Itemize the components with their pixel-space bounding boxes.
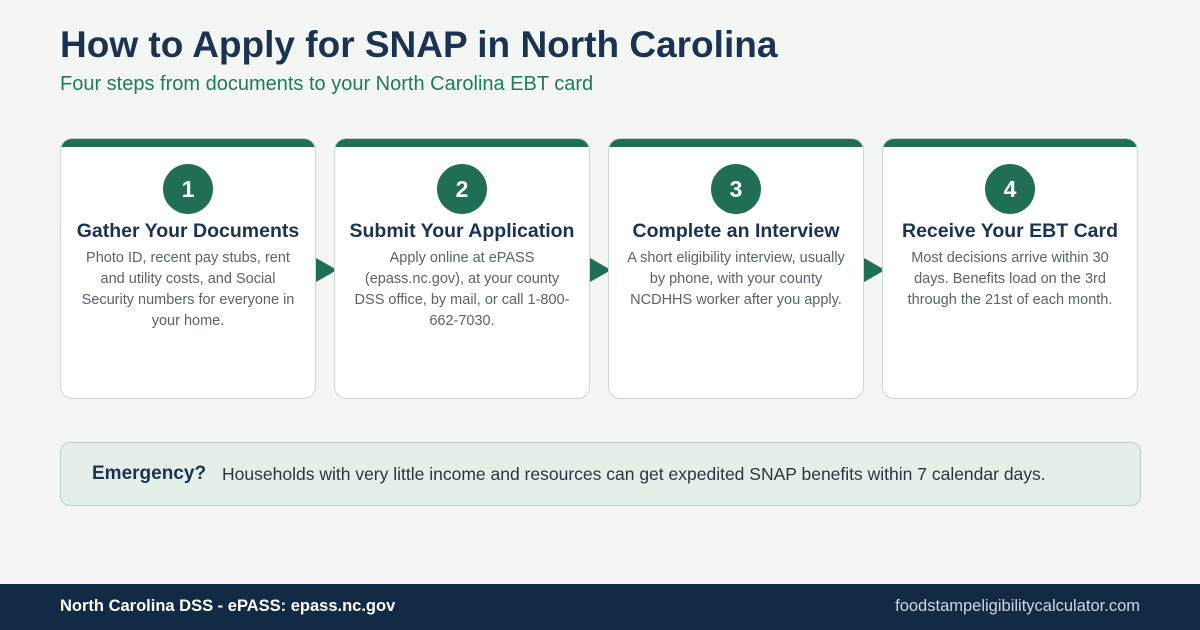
callout-label: Emergency? xyxy=(92,463,207,484)
card-accent-bar xyxy=(335,139,589,147)
footer-source: North Carolina DSS - ePASS: epass.nc.gov xyxy=(60,597,396,615)
step-number-badge: 1 xyxy=(163,164,213,214)
step-title: Submit Your Application xyxy=(349,220,575,242)
step-title: Receive Your EBT Card xyxy=(901,220,1119,242)
card-accent-bar xyxy=(609,139,863,147)
step-description: Most decisions arrive within 30 days. Be… xyxy=(907,250,1113,308)
step-number-badge: 3 xyxy=(711,164,761,214)
card-accent-bar xyxy=(61,139,315,147)
footer-bar: North Carolina DSS - ePASS: epass.nc.gov… xyxy=(0,584,1200,630)
step-card-2: 2 Submit Your Application Apply online a… xyxy=(334,138,590,399)
page-subtitle: Four steps from documents to your North … xyxy=(60,73,594,95)
footer-site: foodstampeligibilitycalculator.com xyxy=(895,597,1140,615)
arrow-right-icon xyxy=(864,258,885,282)
page-title: How to Apply for SNAP in North Carolina xyxy=(60,24,778,65)
step-description: Photo ID, recent pay stubs, rent and uti… xyxy=(81,250,295,329)
arrow-right-icon xyxy=(316,258,337,282)
arrow-right-icon xyxy=(590,258,611,282)
step-card-4: 4 Receive Your EBT Card Most decisions a… xyxy=(882,138,1138,399)
step-number-badge: 2 xyxy=(437,164,487,214)
emergency-callout: Emergency? Households with very little i… xyxy=(60,442,1141,506)
step-number-badge: 4 xyxy=(985,164,1035,214)
step-description: Apply online at ePASS (epass.nc.gov), at… xyxy=(354,250,570,329)
step-card-1: 1 Gather Your Documents Photo ID, recent… xyxy=(60,138,316,399)
step-title: Gather Your Documents xyxy=(76,220,300,242)
callout-text: Households with very little income and r… xyxy=(222,463,1046,484)
step-title: Complete an Interview xyxy=(632,220,840,242)
card-accent-bar xyxy=(883,139,1137,147)
step-description: A short eligibility interview, usually b… xyxy=(627,250,845,308)
step-card-3: 3 Complete an Interview A short eligibil… xyxy=(608,138,864,399)
